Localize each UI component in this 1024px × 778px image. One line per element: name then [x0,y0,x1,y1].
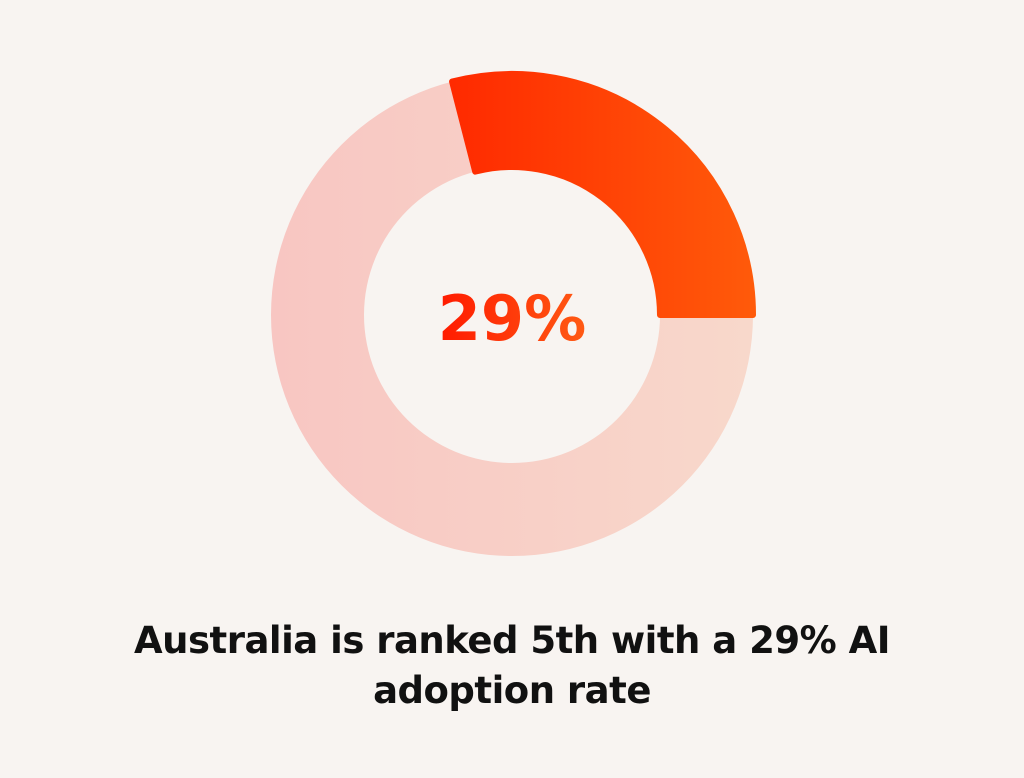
chart-caption: Australia is ranked 5th with a 29% AI ad… [0,616,1024,716]
donut-highlight-slice [449,71,756,318]
donut-center-value: 29% [438,282,586,355]
caption-line-2: adoption rate [373,669,651,712]
caption-line-1: Australia is ranked 5th with a 29% AI [134,619,890,662]
